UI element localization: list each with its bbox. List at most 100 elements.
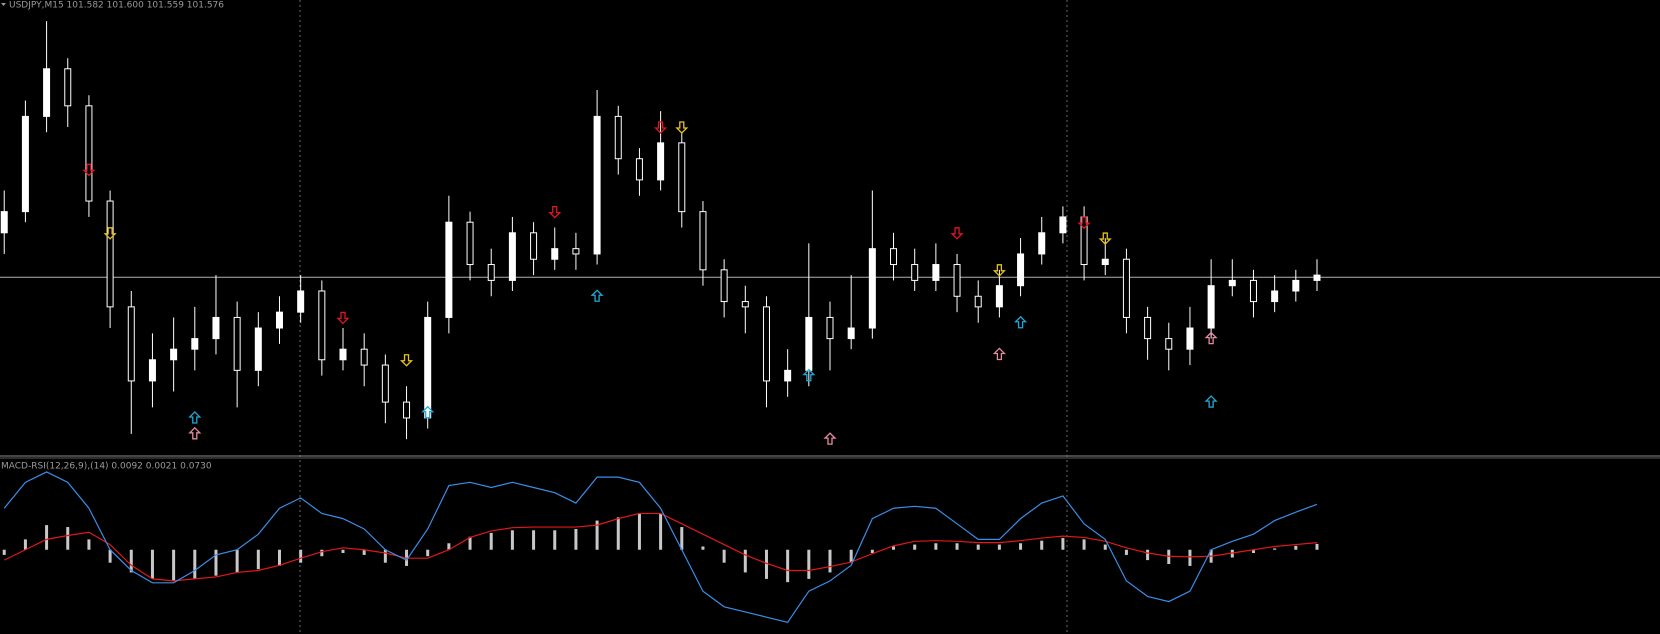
candle-body	[21, 115, 29, 213]
histogram-bar	[807, 549, 811, 579]
histogram-bar	[1146, 549, 1150, 561]
candle-body	[233, 316, 241, 371]
histogram-bar	[870, 549, 874, 553]
signal-arrow	[399, 354, 414, 367]
candle-body	[1249, 279, 1257, 303]
candle-body	[1313, 274, 1321, 281]
histogram-bar	[553, 530, 557, 550]
candle-body	[297, 290, 305, 313]
candle-body	[0, 211, 8, 234]
collapse-icon	[1, 3, 6, 6]
histogram-bar	[1273, 548, 1277, 550]
histogram-bar	[659, 514, 663, 550]
candle-body	[593, 115, 601, 255]
histogram-bar	[955, 543, 959, 550]
histogram-bar	[786, 549, 790, 583]
histogram-bar	[1294, 545, 1298, 550]
symbol-header: USDJPY,M15 101.582 101.600 101.559 101.5…	[9, 1, 224, 11]
histogram-bar	[362, 549, 366, 555]
signal-arrow	[1077, 216, 1091, 230]
histogram-bar	[764, 549, 768, 579]
candle-body	[64, 68, 72, 107]
candle-body	[1207, 285, 1215, 329]
candle-body	[381, 364, 389, 403]
histogram-bar	[892, 546, 896, 550]
signal-arrow	[188, 426, 202, 440]
candle-body	[487, 264, 495, 281]
candle-body	[106, 200, 114, 308]
histogram-bar	[637, 513, 641, 550]
signal-arrow	[82, 163, 96, 177]
signal-arrow	[950, 227, 964, 240]
histogram-bar	[45, 525, 49, 550]
candle-body	[995, 285, 1003, 308]
histogram-bar	[1061, 538, 1065, 550]
candle-body	[275, 311, 283, 329]
candle-body	[932, 264, 940, 281]
candle-body	[974, 295, 982, 308]
candle-body	[466, 221, 474, 266]
histogram-bar	[574, 529, 578, 550]
candle-body	[318, 290, 326, 361]
histogram-bar	[277, 549, 281, 566]
candle-body	[805, 316, 813, 371]
indicator-line	[3, 471, 1318, 624]
histogram-bar	[828, 549, 832, 573]
histogram-bar	[214, 549, 218, 576]
candle-body	[191, 338, 199, 350]
signal-arrow	[590, 289, 604, 302]
histogram-bar	[447, 543, 451, 550]
histogram-bar	[976, 544, 980, 550]
candle-body	[1186, 327, 1194, 350]
signal-arrow	[992, 264, 1006, 277]
signal-arrow	[823, 432, 837, 445]
histogram-bar	[1019, 543, 1023, 550]
candle-body	[1101, 258, 1109, 266]
candle-body	[424, 316, 432, 419]
candle-body	[720, 269, 728, 303]
candle-body	[530, 232, 538, 260]
candle-body	[1122, 258, 1130, 318]
histogram-bar	[934, 543, 938, 550]
histogram-bar	[299, 549, 303, 563]
histogram-bar	[913, 544, 917, 550]
signal-arrow	[1013, 315, 1028, 329]
histogram-bar	[468, 536, 472, 550]
histogram-bar	[2, 549, 6, 555]
candle-body	[85, 105, 93, 202]
histogram-bar	[23, 539, 27, 550]
candle-body	[635, 158, 643, 181]
candle-body	[868, 248, 876, 329]
signal-arrow	[336, 311, 350, 325]
candle-body	[1292, 279, 1300, 292]
histogram-bar	[1082, 539, 1086, 550]
indicator-header: MACD-RSI(12,26,9),(14) 0.0092 0.0021 0.0…	[1, 462, 212, 472]
signal-arrow	[992, 347, 1006, 361]
signal-arrow	[654, 121, 668, 134]
candle-body	[445, 221, 453, 318]
signal-arrow	[103, 227, 117, 240]
candle-body	[254, 327, 262, 371]
candle-body	[784, 369, 792, 382]
histogram-bar	[532, 530, 536, 550]
candle-body	[43, 68, 51, 117]
signal-arrow	[802, 368, 816, 382]
candle-body	[339, 348, 347, 361]
histogram-bar	[129, 549, 133, 573]
histogram-bar	[426, 549, 430, 557]
candle-body	[741, 301, 749, 308]
candle-body	[127, 306, 135, 382]
candle-body	[826, 316, 834, 340]
histogram-bar	[1315, 543, 1319, 550]
candle-body	[657, 142, 665, 181]
histogram-bar	[1040, 540, 1044, 550]
candle-body	[508, 232, 516, 281]
histogram-bar	[489, 532, 493, 550]
histogram-bar	[1124, 549, 1128, 555]
histogram-bar	[1167, 549, 1171, 564]
histogram-bar	[997, 544, 1001, 550]
candle-body	[1059, 216, 1067, 234]
histogram-bar	[235, 549, 239, 573]
candle-body	[170, 348, 178, 361]
